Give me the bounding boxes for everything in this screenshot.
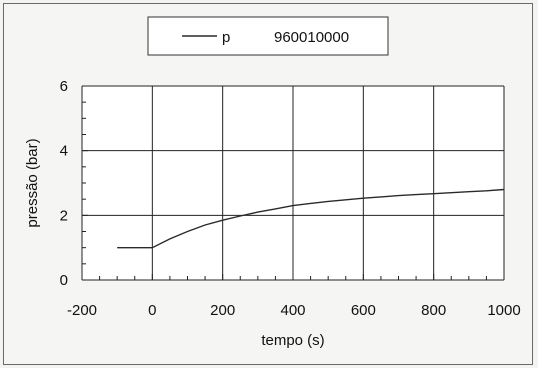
axes xyxy=(81,85,505,281)
grid xyxy=(82,85,505,280)
chart-frame: p 960010000 -200 0 200 400 600 800 1000 0 2 4 6 te… xyxy=(3,3,533,365)
y-axis-title: pressão (bar) xyxy=(24,138,41,227)
x-tick-label: 200 xyxy=(210,302,235,319)
y-tick-label: 4 xyxy=(60,143,68,160)
x-tick-label: 400 xyxy=(280,302,305,319)
series-line-p xyxy=(117,188,505,249)
legend: p 960010000 xyxy=(147,16,389,56)
legend-series-label: 960010000 xyxy=(274,29,349,46)
x-tick-label: 600 xyxy=(351,302,376,319)
x-tick-label: -200 xyxy=(67,302,97,319)
x-tick-label: 800 xyxy=(421,302,446,319)
y-tick-label: 6 xyxy=(60,78,68,95)
y-tick-label: 2 xyxy=(60,207,68,224)
legend-symbol-label: p xyxy=(222,29,230,46)
x-tick-label: 1000 xyxy=(487,302,520,319)
chart-svg: p 960010000 -200 0 200 400 600 800 1000 0 2 4 6 te… xyxy=(24,16,521,349)
tick-labels: -200 0 200 400 600 800 1000 0 2 4 6 xyxy=(60,78,521,319)
y-tick-label: 0 xyxy=(60,272,68,289)
x-axis-title: tempo (s) xyxy=(261,332,324,349)
x-tick-label: 0 xyxy=(148,302,156,319)
series-group xyxy=(117,188,505,249)
